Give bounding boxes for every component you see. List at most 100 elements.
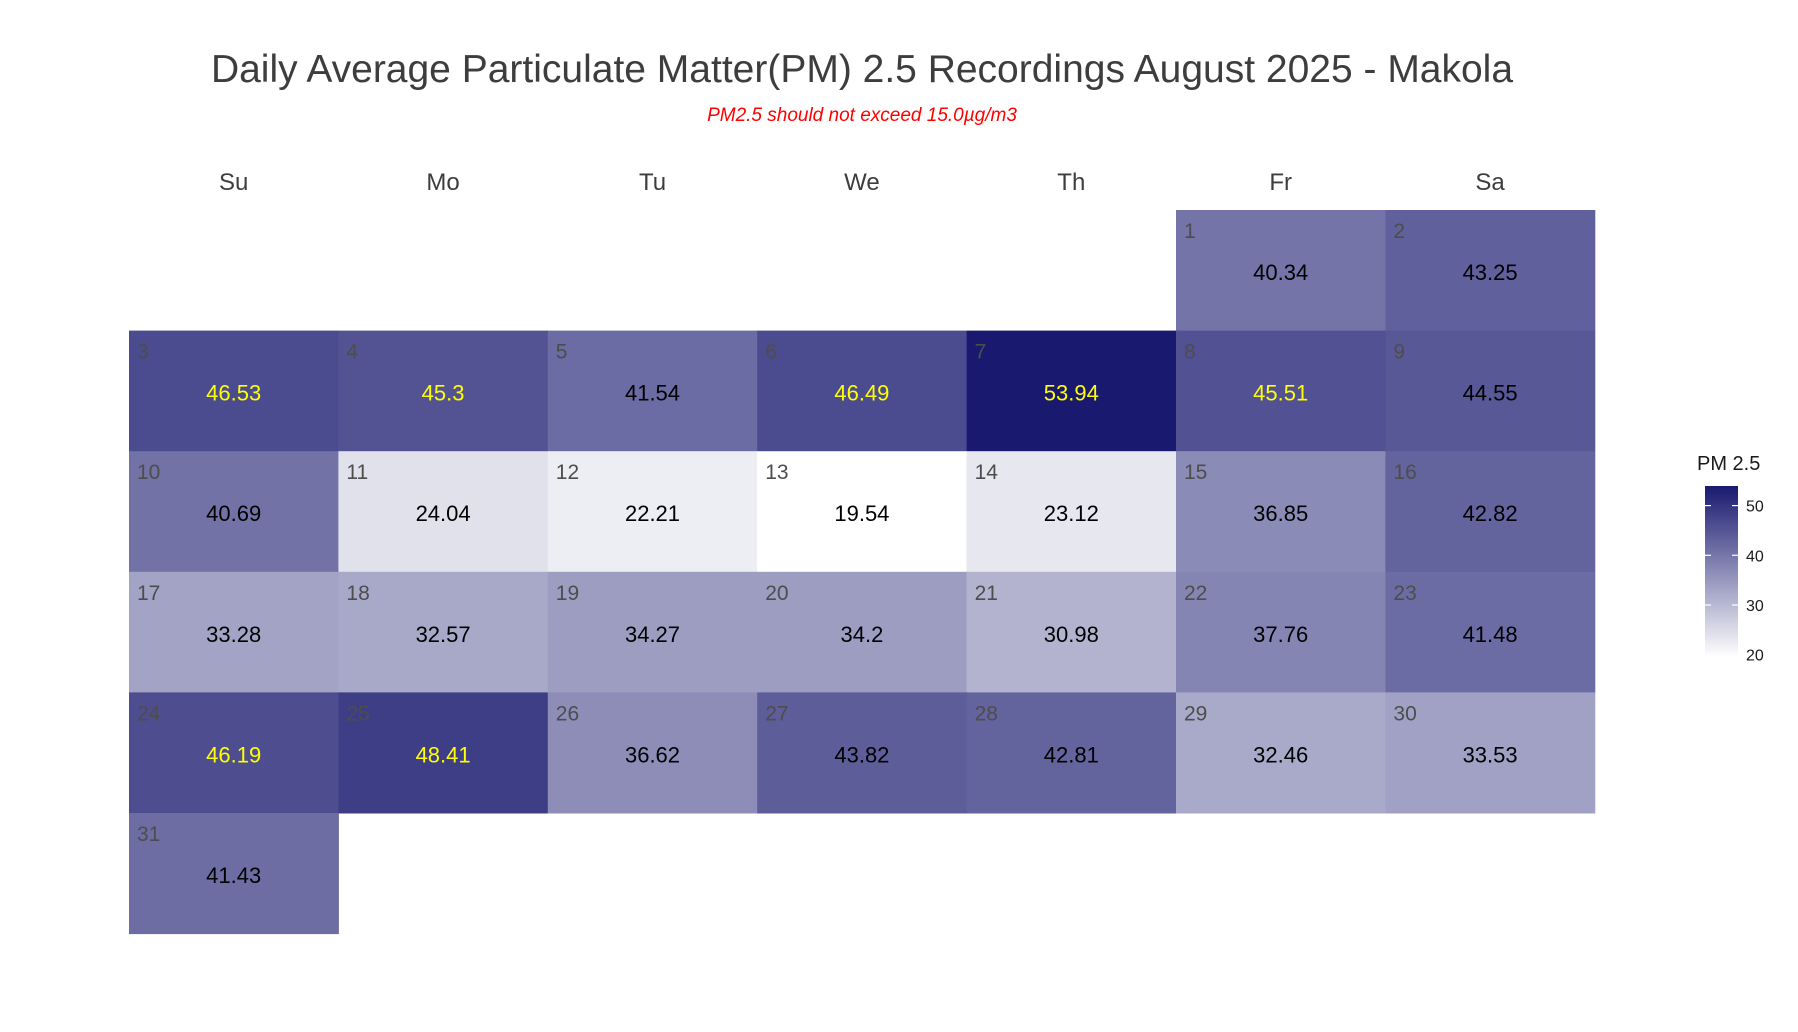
value-label: 36.62 bbox=[625, 742, 680, 767]
day-tile bbox=[757, 330, 968, 452]
day-cell-14: 14 23.12 bbox=[966, 451, 1177, 573]
day-cell-7: 753.94 bbox=[966, 330, 1177, 452]
day-tile bbox=[966, 451, 1177, 573]
day-cell-29: 29 32.46 bbox=[1176, 692, 1386, 814]
day-cell-3: 346.53 bbox=[129, 330, 339, 452]
day-cell-19: 19 34.27 bbox=[547, 571, 758, 693]
day-number: 20 bbox=[765, 582, 788, 605]
day-cell-28: 28 42.81 bbox=[966, 692, 1177, 814]
day-number: 31 bbox=[137, 823, 160, 846]
day-number: 15 bbox=[1184, 461, 1207, 484]
day-number: 21 bbox=[975, 582, 998, 605]
value-label: 36.85 bbox=[1253, 501, 1308, 526]
value-label: 33.28 bbox=[206, 622, 261, 647]
weekday-label-tu: Tu bbox=[639, 169, 666, 196]
day-number: 28 bbox=[975, 702, 998, 725]
day-tile bbox=[547, 451, 758, 573]
value-label: 41.43 bbox=[206, 863, 261, 888]
value-label: 46.53 bbox=[206, 381, 261, 406]
day-tile bbox=[129, 330, 339, 452]
day-number: 13 bbox=[765, 461, 788, 484]
value-label: 41.54 bbox=[625, 381, 680, 406]
day-cell-16: 16 42.82 bbox=[1385, 451, 1596, 573]
weekday-label-we: We bbox=[844, 169, 880, 196]
day-cell-18: 18 32.57 bbox=[338, 571, 549, 693]
day-tile bbox=[547, 692, 758, 814]
day-cell-24: 24 46.19 bbox=[129, 692, 339, 814]
day-cell-5: 541.54 bbox=[547, 330, 758, 452]
value-label: 32.46 bbox=[1253, 742, 1308, 767]
day-tile bbox=[757, 451, 968, 573]
value-label: 24.04 bbox=[416, 501, 471, 526]
legend-title: PM 2.5 bbox=[1697, 453, 1761, 475]
day-tile bbox=[129, 571, 339, 693]
day-cell-15: 15 36.85 bbox=[1176, 451, 1386, 573]
day-number: 19 bbox=[556, 582, 579, 605]
day-cell-9: 944.55 bbox=[1385, 330, 1596, 452]
day-number: 2 bbox=[1393, 220, 1405, 243]
value-label: 46.19 bbox=[206, 742, 261, 767]
value-label: 53.94 bbox=[1044, 381, 1099, 406]
day-tile bbox=[547, 571, 758, 693]
value-label: 34.27 bbox=[625, 622, 680, 647]
value-label: 44.55 bbox=[1463, 381, 1518, 406]
day-tile bbox=[338, 692, 549, 814]
day-number: 30 bbox=[1393, 702, 1416, 725]
day-tile bbox=[338, 571, 549, 693]
value-label: 23.12 bbox=[1044, 501, 1099, 526]
day-number: 10 bbox=[137, 461, 160, 484]
value-label: 43.25 bbox=[1463, 260, 1518, 285]
day-number: 14 bbox=[975, 461, 999, 484]
value-label: 34.2 bbox=[840, 622, 883, 647]
day-tile bbox=[1385, 330, 1596, 452]
day-tile bbox=[129, 692, 339, 814]
day-number: 1 bbox=[1184, 220, 1196, 243]
day-tile bbox=[1176, 692, 1386, 814]
day-cell-12: 12 22.21 bbox=[547, 451, 758, 573]
day-cell-25: 25 48.41 bbox=[338, 692, 549, 814]
day-cell-8: 845.51 bbox=[1176, 330, 1386, 452]
day-cell-17: 17 33.28 bbox=[129, 571, 339, 693]
day-tile bbox=[338, 451, 549, 573]
value-label: 22.21 bbox=[625, 501, 680, 526]
day-number: 17 bbox=[137, 582, 160, 605]
day-tile bbox=[1176, 571, 1386, 693]
day-number: 25 bbox=[346, 702, 369, 725]
day-tile bbox=[1176, 210, 1386, 332]
day-cell-10: 10 40.69 bbox=[129, 451, 339, 573]
day-number: 24 bbox=[137, 702, 161, 725]
value-label: 42.81 bbox=[1044, 742, 1099, 767]
day-cell-26: 26 36.62 bbox=[547, 692, 758, 814]
value-label: 43.82 bbox=[834, 742, 889, 767]
day-number: 27 bbox=[765, 702, 788, 725]
weekday-label-th: Th bbox=[1057, 169, 1085, 196]
day-tile bbox=[1176, 330, 1386, 452]
day-number: 11 bbox=[346, 461, 368, 484]
value-label: 30.98 bbox=[1044, 622, 1099, 647]
day-tile bbox=[1385, 571, 1596, 693]
day-cell-6: 646.49 bbox=[757, 330, 968, 452]
day-cell-23: 23 41.48 bbox=[1385, 571, 1596, 693]
value-label: 42.82 bbox=[1463, 501, 1518, 526]
value-label: 37.76 bbox=[1253, 622, 1308, 647]
day-number: 7 bbox=[975, 341, 987, 364]
day-number: 29 bbox=[1184, 702, 1207, 725]
day-number: 8 bbox=[1184, 341, 1196, 364]
day-tile bbox=[966, 692, 1177, 814]
day-cell-31: 31 41.43 bbox=[129, 813, 339, 935]
day-tile bbox=[1385, 210, 1596, 332]
day-tile bbox=[129, 451, 339, 573]
value-label: 45.51 bbox=[1253, 381, 1308, 406]
chart-title: Daily Average Particulate Matter(PM) 2.5… bbox=[210, 48, 1514, 91]
day-number: 12 bbox=[556, 461, 579, 484]
weekday-label-su: Su bbox=[219, 169, 248, 196]
day-number: 9 bbox=[1393, 341, 1405, 364]
day-tile bbox=[1385, 692, 1596, 814]
weekday-label-sa: Sa bbox=[1475, 169, 1505, 196]
value-label: 33.53 bbox=[1463, 742, 1518, 767]
day-number: 23 bbox=[1393, 582, 1416, 605]
day-number: 16 bbox=[1393, 461, 1416, 484]
value-label: 19.54 bbox=[834, 501, 889, 526]
day-cell-27: 27 43.82 bbox=[757, 692, 968, 814]
